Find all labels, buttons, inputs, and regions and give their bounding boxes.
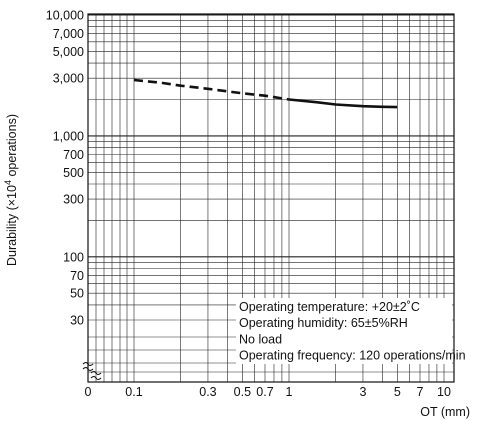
- y-tick-labels: 10,000 7,000 5,000 3,000 1,000 700 500 300 100 70…: [46, 9, 84, 328]
- condition-frequency: Operating frequency: 120 operations/min: [239, 349, 466, 363]
- series-layer: [133, 78, 398, 109]
- break-stroke: [82, 362, 94, 366]
- conditions-box: [236, 298, 452, 364]
- y-tick-label: 10,000: [46, 9, 84, 23]
- y-tick-label: 3,000: [53, 72, 84, 86]
- x-tick-label: 0.1: [125, 385, 142, 399]
- major-grid: [88, 14, 454, 258]
- condition-load: No load: [239, 332, 282, 346]
- y-axis-label-exponent: 4: [3, 180, 13, 185]
- x-tick-label: 1: [286, 385, 293, 399]
- x-tick-label-zero: 0: [85, 385, 92, 399]
- condition-humidity: Operating humidity: 65±5%RH: [239, 316, 408, 330]
- x-tick-label: 5: [394, 385, 401, 399]
- x-tick-label: 10: [437, 385, 451, 399]
- x-axis-label: OT (mm): [420, 405, 470, 419]
- series-line-dashed: [133, 78, 290, 101]
- axis-break-icon: [82, 362, 102, 380]
- y-tick-label: 50: [70, 287, 84, 301]
- y-tick-label: 7,000: [53, 27, 84, 41]
- y-tick-label: 1,000: [53, 129, 84, 143]
- break-stroke: [90, 376, 102, 380]
- y-axis-label-prefix: Durability (×10: [5, 185, 19, 266]
- condition-temperature: Operating temperature: +20±2˚C: [239, 300, 420, 314]
- x-tick-labels: 0.1 0.3 0.5 0.7 1 3 5 7 10: [125, 385, 451, 399]
- series-line-solid: [288, 98, 398, 109]
- plot-frame: [87, 13, 455, 383]
- y-tick-label: 100: [63, 250, 84, 264]
- x-tick-label: 7: [417, 385, 424, 399]
- y-tick-label: 5,000: [53, 45, 84, 59]
- y-tick-label: 70: [70, 269, 84, 283]
- y-tick-label: 500: [63, 166, 84, 180]
- y-axis-label-suffix: operations): [5, 114, 19, 180]
- break-stroke: [82, 367, 94, 371]
- x-tick-label: 0.5: [234, 385, 251, 399]
- break-stroke: [90, 371, 102, 375]
- y-tick-label: 700: [63, 148, 84, 162]
- x-tick-label: 3: [359, 385, 366, 399]
- x-tick-label: 0.3: [199, 385, 216, 399]
- y-tick-label: 300: [63, 193, 84, 207]
- y-tick-label: 30: [70, 314, 84, 328]
- y-axis-label: Durability (×104 operations): [3, 114, 19, 266]
- x-tick-label: 0.7: [256, 385, 273, 399]
